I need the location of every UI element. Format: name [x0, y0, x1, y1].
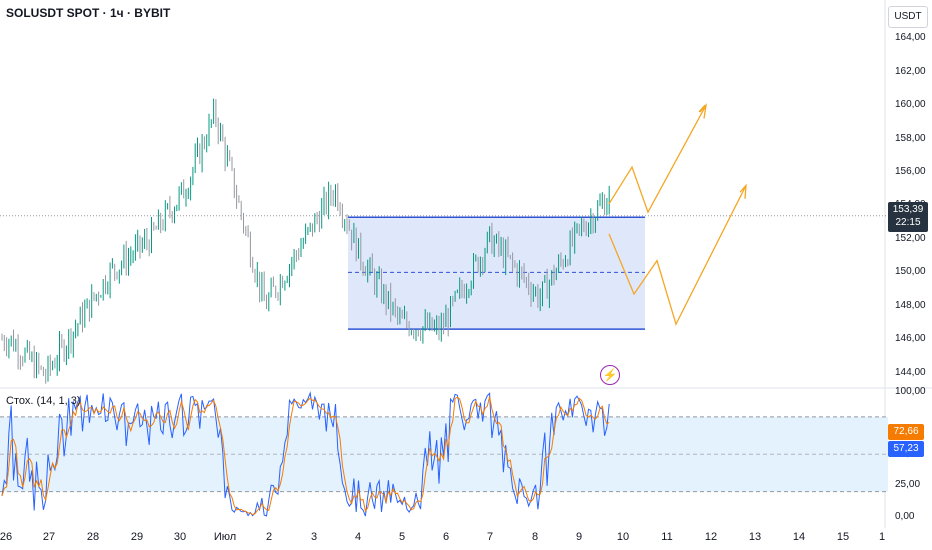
- price-tick-label: 150,00: [895, 266, 926, 278]
- last-price-value: 153,39: [892, 204, 924, 215]
- time-tick-label: 29: [130, 531, 144, 543]
- chart-title: SOLUSDT SPOT · 1ч · BYBIT: [6, 6, 171, 20]
- price-tick-label: 152,00: [895, 232, 926, 244]
- time-tick-label: 7: [486, 531, 494, 543]
- price-tick-label: 162,00: [895, 65, 926, 77]
- time-tick-label: 15: [836, 531, 850, 543]
- time-tick-label: 6: [442, 531, 450, 543]
- projection-path-down: [608, 185, 747, 326]
- price-tick-label: 148,00: [895, 299, 926, 311]
- stoch-d-badge: 57,23: [888, 441, 924, 457]
- time-tick-label: 27: [42, 531, 56, 543]
- time-tick-label: 5: [398, 531, 406, 543]
- flash-event-icon[interactable]: ⚡: [600, 365, 620, 385]
- projection-path-up: [608, 104, 707, 214]
- projection-arrowhead-up-tip: [699, 103, 707, 119]
- time-tick-label: 3: [310, 531, 318, 543]
- time-tick-label: 10: [616, 531, 630, 543]
- time-tick-label: 1: [878, 531, 886, 543]
- stoch-tick-label: 25,00: [895, 479, 921, 491]
- stoch-d-line: [1, 396, 610, 516]
- time-tick-label: 9: [575, 531, 583, 543]
- projection-arrowhead-up: [698, 104, 706, 113]
- time-tick-label: 30: [173, 531, 187, 543]
- last-price-badge: 153,39 22:15: [888, 202, 928, 232]
- price-tick-label: 158,00: [895, 132, 926, 144]
- stoch-tick-label: 100,00: [895, 386, 926, 397]
- time-tick-label: 12: [704, 531, 718, 543]
- price-tick-label: 144,00: [895, 366, 926, 378]
- time-tick-label: 8: [531, 531, 539, 543]
- price-tick-label: 164,00: [895, 32, 926, 44]
- price-tick-label: 146,00: [895, 333, 926, 345]
- projection-arrowhead-down: [739, 183, 747, 199]
- time-tick-label: 26: [0, 531, 13, 543]
- time-tick-label: 14: [792, 531, 806, 543]
- time-tick-label: 28: [86, 531, 100, 543]
- price-tick-label: 160,00: [895, 99, 926, 111]
- time-tick-label: Июл: [213, 531, 237, 543]
- stoch-tick-label: 0,00: [895, 510, 915, 522]
- time-tick-label: 11: [661, 531, 673, 543]
- currency-unit-button[interactable]: USDT: [888, 6, 928, 28]
- stoch-k-line: [1, 391, 610, 517]
- candle-countdown: 22:15: [895, 217, 921, 228]
- time-tick-label: 4: [354, 531, 362, 543]
- time-tick-label: 2: [265, 531, 273, 543]
- stoch-k-badge: 72,66: [888, 424, 924, 440]
- stoch-indicator-title[interactable]: Стох. (14, 1, 3): [6, 395, 81, 407]
- time-tick-label: 13: [748, 531, 762, 543]
- price-tick-label: 156,00: [895, 166, 926, 178]
